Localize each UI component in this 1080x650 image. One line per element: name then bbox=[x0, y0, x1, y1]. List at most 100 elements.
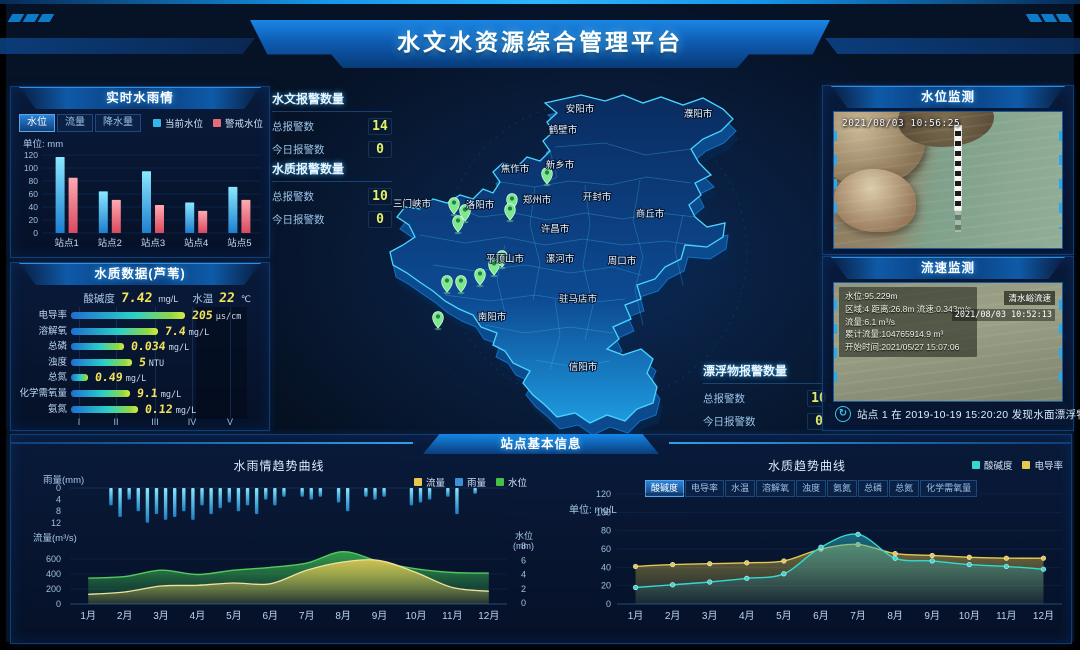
quality-value: 0.034 mg/L bbox=[130, 339, 189, 354]
svg-text:3月: 3月 bbox=[702, 610, 718, 622]
map-label-洛阳市: 洛阳市 bbox=[466, 199, 495, 211]
alarm-row: 总报警数 10 bbox=[272, 188, 392, 205]
alarm-value: 14 bbox=[368, 118, 392, 135]
axis-tick: IV bbox=[187, 417, 197, 427]
quality-value: 0.12 mg/L bbox=[144, 401, 197, 416]
tab-总氮[interactable]: 总氮 bbox=[889, 480, 920, 497]
station-pin[interactable] bbox=[488, 258, 500, 278]
realtime-legend: 当前水位 警戒水位 bbox=[152, 116, 263, 130]
quality-bar bbox=[71, 390, 130, 397]
quality-row: 总磷 0.034 mg/L bbox=[11, 339, 269, 354]
station-pin[interactable] bbox=[432, 311, 444, 331]
stat-value: 22 bbox=[218, 291, 236, 306]
panel-quality-title: 水质数据(芦苇) bbox=[19, 263, 261, 285]
quality-metric-label: 电导率 bbox=[38, 310, 67, 321]
svg-text:0: 0 bbox=[56, 483, 61, 493]
station-pin[interactable] bbox=[452, 215, 464, 235]
map-label-漯河市: 漯河市 bbox=[546, 253, 575, 265]
svg-text:80: 80 bbox=[29, 176, 39, 186]
axis-tick: I bbox=[77, 417, 81, 427]
svg-text:站点4: 站点4 bbox=[184, 237, 208, 249]
station-pin[interactable] bbox=[448, 197, 460, 217]
alarm-value: 0 bbox=[368, 141, 392, 158]
svg-text:3月: 3月 bbox=[153, 610, 169, 622]
flow-stat-line: 水位:95.229m bbox=[845, 291, 898, 301]
svg-text:12月: 12月 bbox=[478, 610, 499, 622]
quality-bar bbox=[71, 312, 186, 319]
water-level-video[interactable]: 2021/08/03 10:56:25 bbox=[833, 111, 1063, 249]
grid-line bbox=[192, 307, 193, 419]
tab-氨氮[interactable]: 氨氮 bbox=[827, 480, 858, 497]
svg-text:100: 100 bbox=[596, 507, 611, 517]
quality-value: 9.1 mg/L bbox=[136, 386, 182, 400]
alarm-label: 今日报警数 bbox=[703, 416, 756, 428]
refresh-icon[interactable]: ↻ bbox=[835, 406, 851, 422]
station-pin[interactable] bbox=[455, 275, 467, 295]
station-pin[interactable] bbox=[504, 203, 516, 223]
quality-metric-label: 溶解氧 bbox=[38, 325, 67, 337]
legend-label: 当前水位 bbox=[164, 119, 203, 130]
rain-flow-trend-chart: 雨量(mm)04812流量(m³/s)0200400600水位(mm)02468… bbox=[33, 475, 534, 622]
tab-溶解氧[interactable]: 溶解氧 bbox=[756, 480, 796, 497]
ticker-text: 站点 1 在 2019-10-19 15:20:20 发现水面漂浮物 bbox=[857, 408, 1080, 421]
alarm-title: 水文报警数量 bbox=[272, 90, 392, 112]
svg-text:120: 120 bbox=[596, 489, 611, 499]
svg-text:60: 60 bbox=[601, 544, 611, 554]
alarm-label: 总报警数 bbox=[272, 191, 314, 203]
quality-unit: mg/L bbox=[160, 390, 182, 400]
flow-video[interactable]: 水位:95.229m 区域:4 距离:26.8m 流速:0.343m/s 流量:6.… bbox=[833, 282, 1063, 402]
legend-swatch bbox=[1022, 461, 1031, 469]
map-label-周口市: 周口市 bbox=[608, 255, 637, 267]
stat-label: 水温 bbox=[192, 293, 214, 305]
svg-text:6月: 6月 bbox=[813, 610, 829, 622]
quality-bar-track: 0.034 mg/L bbox=[71, 339, 257, 353]
tab-浊度[interactable]: 浊度 bbox=[796, 480, 827, 497]
station-pin[interactable] bbox=[474, 268, 486, 288]
map-label-新乡市: 新乡市 bbox=[546, 159, 575, 171]
realtime-unit-label: 单位: mm bbox=[23, 139, 64, 150]
quality-bar bbox=[71, 358, 133, 366]
quality-unit: mg/L bbox=[125, 374, 146, 385]
svg-text:9月: 9月 bbox=[372, 610, 388, 622]
tab-化学需氧量[interactable]: 化学需氧量 bbox=[920, 480, 978, 497]
header-line-left bbox=[11, 442, 413, 444]
grid-line bbox=[230, 307, 231, 419]
tab-酸碱度[interactable]: 酸碱度 bbox=[645, 480, 685, 497]
map-label-郑州市: 郑州市 bbox=[523, 194, 552, 206]
staff-gauge-icon bbox=[953, 124, 962, 233]
tab-水位[interactable]: 水位 bbox=[19, 114, 55, 132]
svg-text:0: 0 bbox=[606, 599, 611, 609]
camera-timestamp: 2021/08/03 10:52:13 bbox=[951, 309, 1055, 321]
panel-flow-title: 流速监测 bbox=[831, 257, 1065, 279]
svg-text:80: 80 bbox=[601, 526, 611, 536]
tab-流量[interactable]: 流量 bbox=[57, 114, 93, 132]
legend-item: 雨量 bbox=[454, 475, 486, 489]
tab-总磷[interactable]: 总磷 bbox=[858, 480, 889, 497]
svg-text:4月: 4月 bbox=[190, 610, 206, 622]
stat-unit: mg/L bbox=[158, 294, 179, 304]
map-label-商丘市: 商丘市 bbox=[636, 208, 665, 220]
legend-item: 酸碱度 bbox=[971, 458, 1012, 472]
svg-text:4月: 4月 bbox=[739, 610, 755, 622]
quality-row: 氨氮 0.12 mg/L bbox=[11, 401, 269, 417]
svg-text:120: 120 bbox=[24, 150, 38, 160]
quality-value: 205 μs/cm bbox=[191, 308, 242, 322]
quality-bar-track: 5 NTU bbox=[71, 355, 257, 369]
svg-text:8: 8 bbox=[521, 541, 526, 551]
tab-降水量[interactable]: 降水量 bbox=[95, 114, 141, 132]
rain-flow-legend: 流量 雨量 水位 bbox=[413, 475, 527, 489]
app-title-banner: 水文水资源综合管理平台 bbox=[250, 20, 830, 68]
tab-水温[interactable]: 水温 bbox=[725, 480, 756, 497]
station-pin[interactable] bbox=[441, 275, 453, 295]
quality-trend-title: 水质趋势曲线 bbox=[767, 459, 846, 473]
quality-bar bbox=[71, 327, 159, 335]
grid-line bbox=[155, 307, 156, 419]
legend-label: 流量 bbox=[425, 478, 445, 489]
station-pin[interactable] bbox=[541, 167, 553, 187]
alarm-label: 总报警数 bbox=[272, 121, 314, 133]
tab-电导率[interactable]: 电导率 bbox=[685, 480, 725, 497]
quality-bar-track: 0.49 mg/L bbox=[71, 370, 257, 385]
svg-text:2月: 2月 bbox=[117, 610, 133, 622]
svg-text:站点1: 站点1 bbox=[54, 237, 78, 249]
